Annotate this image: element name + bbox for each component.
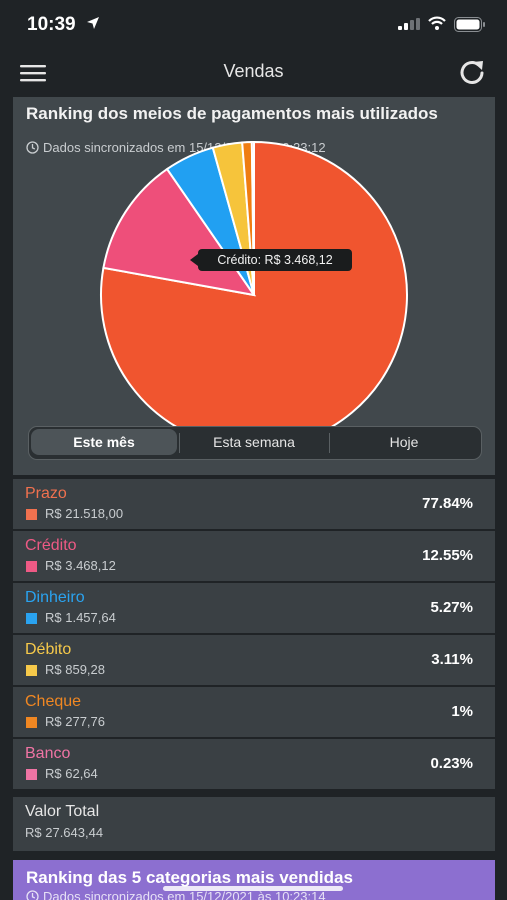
payment-amount: R$ 62,64: [45, 766, 98, 781]
payment-name: Cheque: [25, 693, 82, 710]
wifi-icon: [428, 16, 446, 30]
payment-percent: 5.27%: [430, 599, 473, 616]
payment-list: Prazo R$ 21.518,00 77.84% Crédito R$ 3.4…: [13, 479, 495, 791]
payment-amount: R$ 277,76: [45, 714, 105, 729]
total-label: Valor Total: [25, 803, 100, 820]
tab-hoje[interactable]: Hoje: [389, 434, 419, 450]
card-title: Ranking das 5 categorias mais vendidas: [26, 868, 353, 887]
payment-name: Crédito: [25, 537, 77, 554]
color-swatch: [26, 561, 37, 572]
cellular-signal-icon: [398, 18, 420, 30]
payment-percent: 12.55%: [422, 547, 473, 564]
list-item-credito[interactable]: Crédito R$ 3.468,12 12.55%: [13, 531, 495, 581]
list-item-prazo[interactable]: Prazo R$ 21.518,00 77.84%: [13, 479, 495, 529]
payment-percent: 1%: [451, 703, 473, 720]
hamburger-menu-icon[interactable]: [20, 63, 46, 83]
battery-icon: [454, 17, 485, 32]
status-bar: 10:39: [0, 0, 507, 50]
total-value: R$ 27.643,44: [25, 825, 104, 840]
home-indicator: [163, 886, 343, 891]
color-swatch: [26, 769, 37, 780]
total-card: Valor Total R$ 27.643,44: [13, 797, 495, 851]
clock-icon: [26, 141, 39, 154]
payment-name: Dinheiro: [25, 589, 85, 606]
chart-tooltip: Crédito: R$ 3.468,12: [198, 249, 352, 271]
tab-esta-semana[interactable]: Esta semana: [213, 434, 295, 450]
list-item-dinheiro[interactable]: Dinheiro R$ 1.457,64 5.27%: [13, 583, 495, 633]
list-item-cheque[interactable]: Cheque R$ 277,76 1%: [13, 687, 495, 737]
payment-name: Prazo: [25, 485, 67, 502]
payment-amount: R$ 1.457,64: [45, 610, 116, 625]
sync-text: Dados sincronizados em 15/12/2021 às 10:…: [43, 889, 326, 900]
category-ranking-card: Ranking das 5 categorias mais vendidas D…: [13, 860, 495, 900]
period-segmented-control: Este mês Esta semana Hoje: [28, 426, 482, 460]
list-item-debito[interactable]: Débito R$ 859,28 3.11%: [13, 635, 495, 685]
card-title: Ranking dos meios de pagamentos mais uti…: [26, 104, 438, 123]
payment-name: Débito: [25, 641, 72, 658]
payment-amount: R$ 859,28: [45, 662, 105, 677]
payment-amount: R$ 3.468,12: [45, 558, 116, 573]
payment-ranking-card: Ranking dos meios de pagamentos mais uti…: [13, 97, 495, 475]
status-time: 10:39: [27, 14, 76, 35]
tab-este-mes[interactable]: Este mês: [31, 429, 177, 455]
color-swatch: [26, 717, 37, 728]
page-title: Vendas: [223, 61, 284, 81]
tab-divider: [329, 433, 330, 453]
payment-name: Banco: [25, 745, 71, 762]
tooltip-arrow: [190, 254, 198, 266]
payment-percent: 3.11%: [431, 651, 473, 668]
payment-percent: 77.84%: [422, 495, 473, 512]
refresh-icon[interactable]: [458, 59, 488, 87]
pie-slice-prazo[interactable]: [100, 140, 408, 427]
clock-icon: [26, 890, 39, 900]
color-swatch: [26, 509, 37, 520]
navigation-bar: Vendas: [0, 50, 507, 96]
color-swatch: [26, 613, 37, 624]
location-arrow-icon: [87, 17, 99, 29]
tab-divider: [179, 433, 180, 453]
sync-info: Dados sincronizados em 15/12/2021 às 10:…: [26, 889, 326, 900]
color-swatch: [26, 665, 37, 676]
list-item-banco[interactable]: Banco R$ 62,64 0.23%: [13, 739, 495, 789]
payment-percent: 0.23%: [430, 755, 473, 772]
payment-amount: R$ 21.518,00: [45, 506, 124, 521]
